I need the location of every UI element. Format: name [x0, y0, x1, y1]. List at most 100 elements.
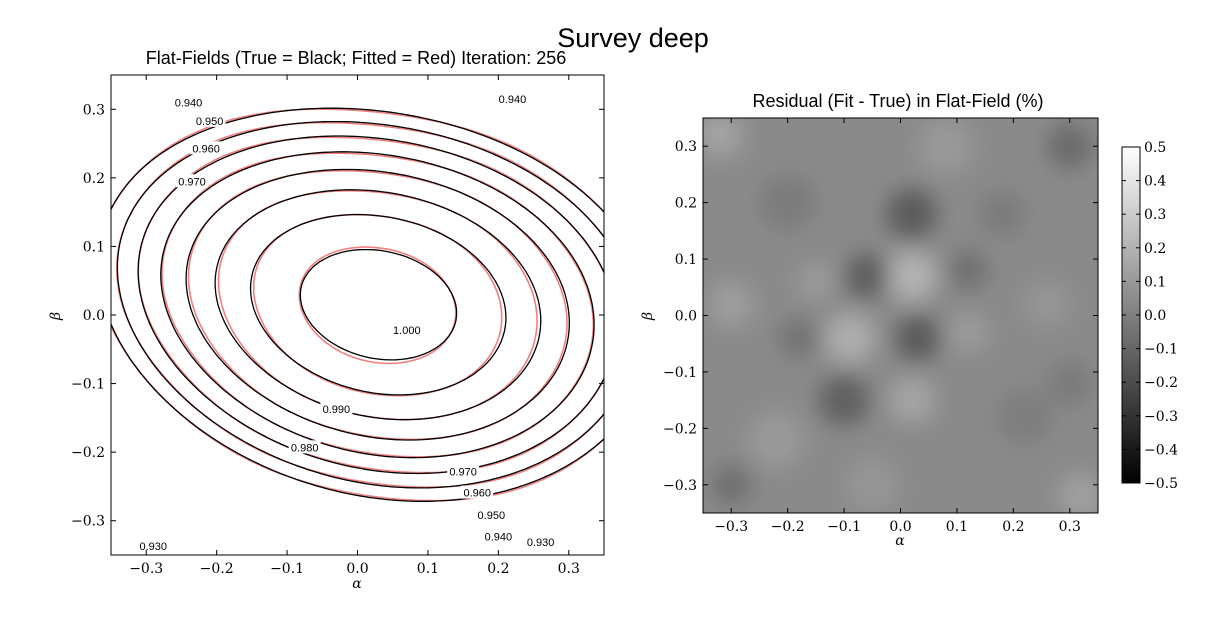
heatmap-cell: [844, 456, 901, 513]
residual-x-tick-label: 0.1: [946, 519, 968, 535]
heatmap-cell: [796, 261, 836, 302]
contour-y-tick-label: −0.2: [71, 445, 105, 461]
contour-y-tick-label: 0.3: [83, 102, 105, 118]
heatmap-cell: [894, 315, 941, 361]
colorbar-tick-label: −0.1: [1144, 342, 1178, 358]
contour-y-tick-label: 0.0: [83, 308, 105, 324]
heatmap-cell: [948, 250, 988, 291]
heatmap-cell: [996, 388, 1053, 446]
contour-label: 0.960: [192, 143, 220, 155]
contour-y-label: β: [48, 312, 64, 321]
contour-line-true: [299, 248, 458, 361]
heatmap-cell: [759, 174, 816, 231]
contour-label: 0.950: [478, 510, 506, 522]
contour-line-fitted: [298, 246, 457, 365]
colorbar-tick-label: 0.4: [1144, 174, 1166, 190]
contour-label-bg: [390, 323, 423, 337]
heatmap-cell: [886, 250, 938, 302]
residual-panel: Residual (Fit - True) in Flat-Field (%) …: [640, 91, 1178, 549]
contour-label-bg: [172, 95, 205, 109]
contour-label: 0.930: [139, 541, 167, 553]
heatmap-cell: [1058, 473, 1098, 513]
contour-label-bg: [524, 534, 557, 548]
heatmap-cell: [708, 281, 754, 327]
contour-label-bg: [137, 539, 170, 553]
heatmap-cell: [917, 118, 974, 175]
contour-label: 1.000: [393, 325, 421, 337]
residual-x-tick-label: 0.3: [1059, 519, 1081, 535]
figure-title: Survey deep: [557, 23, 709, 53]
heatmap-cell: [844, 253, 890, 299]
colorbar-tick-label: 0.2: [1144, 241, 1166, 257]
contour-x-tick-label: −0.1: [270, 561, 304, 577]
contour-title: Flat-Fields (True = Black; Fitted = Red)…: [146, 48, 567, 68]
residual-x-tick-label: 0.2: [1002, 519, 1024, 535]
heatmap-cell: [889, 377, 935, 423]
contour-x-tick-label: −0.3: [129, 561, 163, 577]
contour-x-tick-label: 0.0: [346, 561, 368, 577]
contour-label-bg: [496, 92, 529, 105]
residual-y-tick-label: 0.2: [675, 196, 697, 212]
heatmap-cell: [779, 318, 819, 358]
contour-label: 0.970: [449, 466, 477, 478]
contour-label: 0.960: [463, 488, 491, 500]
colorbar-tick-label: −0.2: [1144, 375, 1178, 391]
contour-y-tick-label: 0.2: [83, 171, 105, 187]
contour-x-tick-label: 0.3: [558, 561, 580, 577]
contour-label: 0.940: [499, 94, 527, 106]
contour-label-bg: [190, 141, 223, 155]
colorbar-tick-label: −0.3: [1144, 409, 1178, 425]
heatmap-cell: [979, 191, 1025, 237]
residual-x-tick-label: 0.0: [889, 519, 911, 535]
contour-label-bg: [475, 508, 508, 522]
contour-line-true: [249, 213, 507, 396]
contour-label-bg: [288, 440, 321, 454]
contour-y-tick-label: −0.3: [71, 514, 105, 530]
residual-y-tick-label: −0.2: [663, 421, 697, 437]
contour-y-tick-label: −0.1: [71, 377, 105, 393]
heatmap-cell: [1047, 123, 1093, 169]
contour-y-tick-label: 0.1: [83, 239, 105, 255]
contour-label-bg: [447, 464, 480, 478]
contour-label-bg: [193, 113, 226, 127]
heatmap-cell: [818, 374, 870, 426]
contour-label: 0.940: [175, 97, 203, 109]
colorbar-tick-label: 0.0: [1144, 308, 1166, 324]
colorbar: 0.5 0.4 0.3 0.2 0.1 0.0 −0.1 −0.2 −0.3 −0.4 −0.5: [1121, 140, 1178, 492]
colorbar-tick-label: −0.4: [1144, 442, 1178, 458]
residual-title: Residual (Fit - True) in Flat-Field (%): [752, 91, 1043, 111]
residual-x-label: α: [895, 533, 905, 549]
contour-label: 0.950: [196, 116, 224, 128]
contour-line-true: [116, 120, 604, 489]
contour-label-bg: [320, 401, 353, 415]
colorbar-tick-label: 0.1: [1144, 274, 1166, 290]
contour-line-true: [185, 168, 570, 441]
residual-y-tick-label: −0.3: [663, 478, 697, 494]
heatmap-cell: [1047, 360, 1093, 406]
contour-x-tick-label: −0.2: [200, 561, 234, 577]
heatmap-cell: [748, 411, 805, 468]
contour-line-true: [137, 135, 604, 475]
heatmap-cell: [703, 118, 743, 158]
residual-y-tick-label: 0.1: [675, 252, 697, 268]
residual-x-tick-label: −0.2: [771, 519, 805, 535]
contour-x-tick-label: 0.2: [487, 561, 509, 577]
residual-x-tick-label: −0.1: [827, 519, 861, 535]
contour-panel: Flat-Fields (True = Black; Fitted = Red)…: [48, 48, 605, 592]
colorbar-tick-label: −0.5: [1144, 476, 1178, 492]
residual-heatmap: [703, 118, 1098, 513]
heatmap-cell: [948, 312, 988, 353]
contour-line-true: [160, 151, 595, 459]
contour-label-bg: [482, 529, 515, 543]
heatmap-cell: [1024, 281, 1070, 327]
contour-label: 0.990: [323, 404, 351, 416]
residual-y-tick-label: 0.3: [675, 139, 697, 155]
residual-y-label: β: [640, 312, 656, 321]
contour-label: 0.930: [527, 537, 555, 549]
heatmap-cell: [824, 312, 876, 364]
contour-x-label: α: [352, 576, 362, 592]
residual-y-tick-label: −0.1: [663, 365, 697, 381]
heatmap-cell: [711, 465, 751, 505]
colorbar-tick-label: 0.3: [1144, 207, 1166, 223]
